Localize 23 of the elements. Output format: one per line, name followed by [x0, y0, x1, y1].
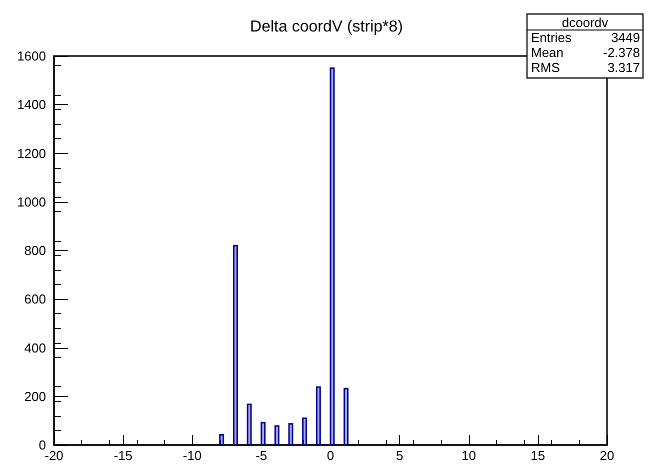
x-tick-label: 20: [600, 448, 614, 463]
y-tick-label: 1600: [17, 48, 46, 64]
y-tick-label: 800: [24, 243, 46, 258]
y-tick-label: 0: [38, 438, 46, 452]
y-tick-label: 1200: [17, 146, 46, 161]
x-tick-label: 5: [396, 448, 404, 463]
x-tick-label: -20: [44, 448, 64, 463]
text: Mean -2.378: [531, 45, 640, 60]
x-tick-label: 15: [530, 448, 546, 463]
text: Entries 3449: [531, 30, 640, 45]
y-tick-label: 1400: [17, 97, 46, 112]
x-tick-label: 0: [326, 448, 334, 463]
y-tick-label: 1000: [17, 194, 46, 210]
y-tick-label: 400: [24, 340, 46, 356]
x-tick-label: -15: [114, 448, 133, 463]
text: dcoordv: [562, 15, 609, 30]
x-tick-label: -5: [256, 448, 268, 463]
x-tick-label: -10: [182, 448, 202, 463]
chart-title: Delta coordV (strip*8): [250, 18, 403, 36]
x-tick-label: 10: [462, 448, 476, 463]
y-tick-label: 200: [24, 388, 46, 404]
text: RMS 3.317: [531, 60, 640, 75]
y-tick-label: 600: [24, 292, 46, 307]
